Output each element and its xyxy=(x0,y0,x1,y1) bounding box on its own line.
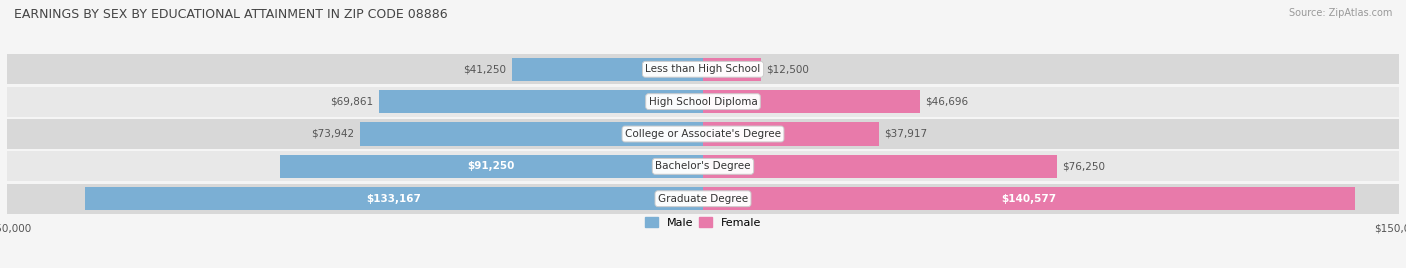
Text: $140,577: $140,577 xyxy=(1001,194,1057,204)
Text: $12,500: $12,500 xyxy=(766,64,810,74)
Text: High School Diploma: High School Diploma xyxy=(648,97,758,107)
Bar xyxy=(7,119,1399,149)
Text: $73,942: $73,942 xyxy=(311,129,354,139)
Text: $41,250: $41,250 xyxy=(463,64,506,74)
Text: EARNINGS BY SEX BY EDUCATIONAL ATTAINMENT IN ZIP CODE 08886: EARNINGS BY SEX BY EDUCATIONAL ATTAINMEN… xyxy=(14,8,447,21)
Text: Bachelor's Degree: Bachelor's Degree xyxy=(655,161,751,171)
Text: $37,917: $37,917 xyxy=(884,129,928,139)
Bar xyxy=(703,58,761,81)
Bar xyxy=(7,54,1399,84)
Bar xyxy=(703,122,879,146)
Text: $46,696: $46,696 xyxy=(925,97,969,107)
Text: $133,167: $133,167 xyxy=(367,194,422,204)
Bar xyxy=(378,90,703,113)
Text: $69,861: $69,861 xyxy=(330,97,373,107)
Bar xyxy=(86,187,703,210)
Bar xyxy=(7,184,1399,214)
Bar xyxy=(703,155,1057,178)
Bar xyxy=(360,122,703,146)
Text: $76,250: $76,250 xyxy=(1063,161,1105,171)
Text: Graduate Degree: Graduate Degree xyxy=(658,194,748,204)
Bar xyxy=(703,187,1355,210)
Text: $91,250: $91,250 xyxy=(468,161,515,171)
Bar xyxy=(703,90,920,113)
Text: College or Associate's Degree: College or Associate's Degree xyxy=(626,129,780,139)
Text: Less than High School: Less than High School xyxy=(645,64,761,74)
Bar xyxy=(512,58,703,81)
Bar xyxy=(280,155,703,178)
Bar xyxy=(7,151,1399,181)
Text: Source: ZipAtlas.com: Source: ZipAtlas.com xyxy=(1288,8,1392,18)
Legend: Male, Female: Male, Female xyxy=(644,217,762,228)
Bar xyxy=(7,87,1399,117)
